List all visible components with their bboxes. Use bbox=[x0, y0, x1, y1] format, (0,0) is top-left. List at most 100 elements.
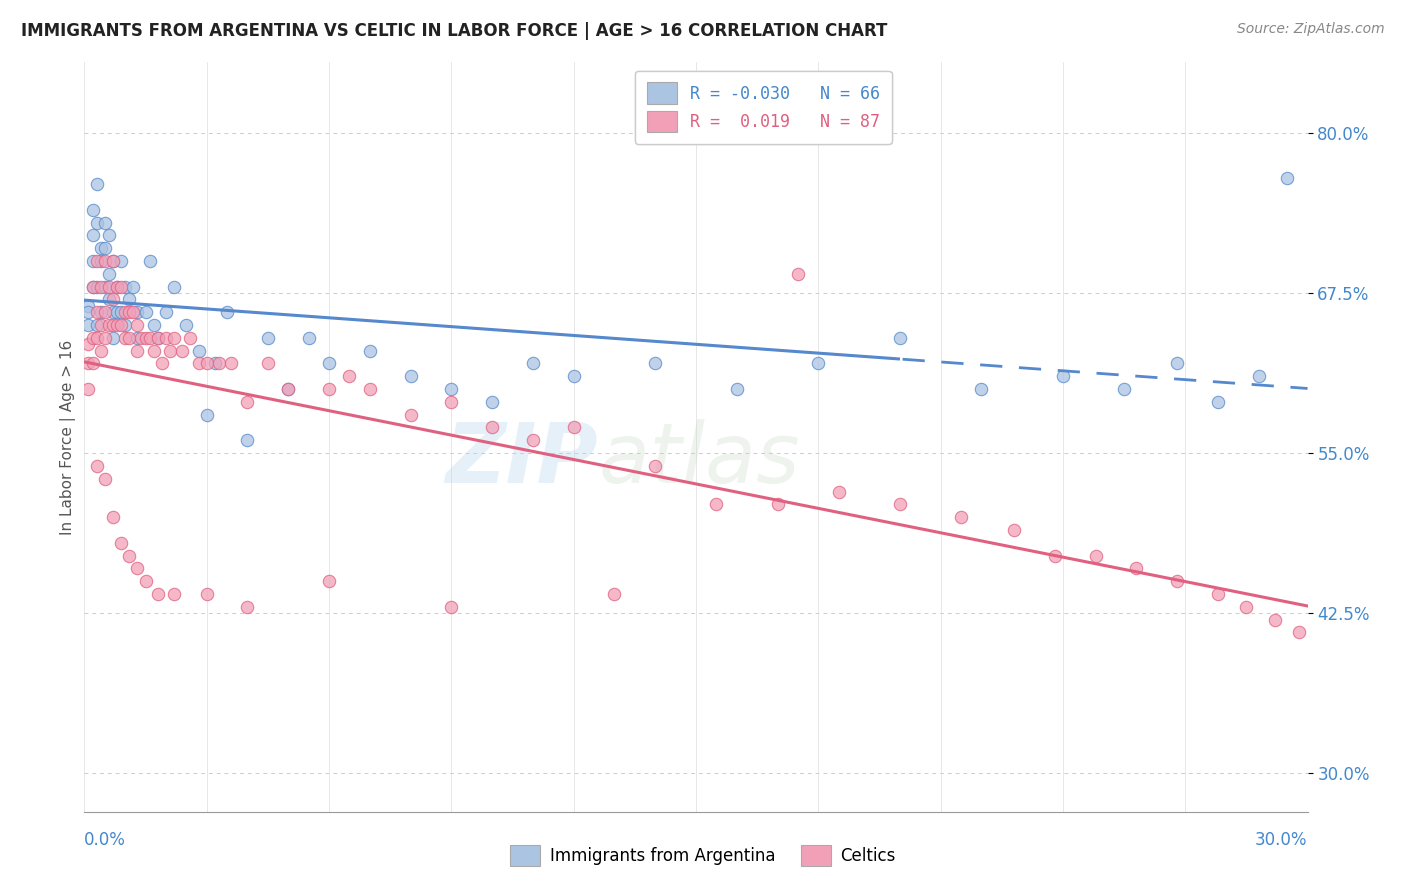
Point bbox=[93, 331, 115, 345]
Point bbox=[86, 254, 108, 268]
Point bbox=[146, 587, 169, 601]
Point bbox=[195, 408, 218, 422]
Point bbox=[131, 331, 153, 345]
Point bbox=[163, 587, 186, 601]
Point bbox=[828, 484, 851, 499]
Point bbox=[187, 343, 209, 358]
Point bbox=[142, 343, 165, 358]
Point bbox=[481, 420, 503, 434]
Point bbox=[77, 318, 100, 332]
Point bbox=[77, 337, 100, 351]
Point bbox=[122, 279, 145, 293]
Point bbox=[90, 318, 112, 332]
Point bbox=[159, 343, 181, 358]
Point bbox=[195, 356, 218, 370]
Point bbox=[138, 254, 160, 268]
Point bbox=[135, 574, 157, 589]
Point bbox=[163, 279, 186, 293]
Point bbox=[1264, 613, 1286, 627]
Point bbox=[93, 241, 115, 255]
Point bbox=[86, 215, 108, 229]
Point bbox=[150, 356, 173, 370]
Point bbox=[82, 228, 104, 243]
Point bbox=[1277, 170, 1299, 185]
Point bbox=[1043, 549, 1066, 563]
Point bbox=[318, 382, 340, 396]
Point bbox=[110, 318, 132, 332]
Point bbox=[86, 318, 108, 332]
Point bbox=[105, 279, 128, 293]
Y-axis label: In Labor Force | Age > 16: In Labor Force | Age > 16 bbox=[60, 340, 76, 534]
Point bbox=[950, 510, 973, 524]
Point bbox=[86, 458, 108, 473]
Point bbox=[399, 369, 422, 384]
Text: IMMIGRANTS FROM ARGENTINA VS CELTIC IN LABOR FORCE | AGE > 16 CORRELATION CHART: IMMIGRANTS FROM ARGENTINA VS CELTIC IN L… bbox=[21, 22, 887, 40]
Point bbox=[236, 395, 259, 409]
Point bbox=[93, 254, 115, 268]
Point bbox=[187, 356, 209, 370]
Point bbox=[110, 254, 132, 268]
Point bbox=[77, 382, 100, 396]
Point bbox=[114, 331, 136, 345]
Point bbox=[1288, 625, 1310, 640]
Point bbox=[97, 318, 120, 332]
Point bbox=[339, 369, 361, 384]
Legend: R = -0.030   N = 66, R =  0.019   N = 87: R = -0.030 N = 66, R = 0.019 N = 87 bbox=[636, 70, 891, 144]
Point bbox=[562, 369, 585, 384]
Point bbox=[163, 331, 186, 345]
Point bbox=[1236, 599, 1258, 614]
Point bbox=[766, 497, 789, 511]
Point bbox=[318, 356, 340, 370]
Point bbox=[208, 356, 231, 370]
Legend: Immigrants from Argentina, Celtics: Immigrants from Argentina, Celtics bbox=[502, 837, 904, 875]
Point bbox=[440, 382, 463, 396]
Point bbox=[1084, 549, 1107, 563]
Point bbox=[1166, 574, 1188, 589]
Point bbox=[522, 434, 544, 448]
Point bbox=[110, 305, 132, 319]
Point bbox=[318, 574, 340, 589]
Point bbox=[93, 215, 115, 229]
Point bbox=[1206, 395, 1229, 409]
Point bbox=[725, 382, 748, 396]
Point bbox=[127, 331, 149, 345]
Point bbox=[101, 254, 124, 268]
Point bbox=[787, 267, 810, 281]
Point bbox=[277, 382, 299, 396]
Point bbox=[82, 279, 104, 293]
Point bbox=[105, 279, 128, 293]
Point bbox=[179, 331, 201, 345]
Point bbox=[101, 331, 124, 345]
Point bbox=[217, 305, 239, 319]
Point bbox=[481, 395, 503, 409]
Point bbox=[195, 587, 218, 601]
Point bbox=[77, 299, 100, 313]
Point bbox=[86, 331, 108, 345]
Point bbox=[1125, 561, 1147, 575]
Point bbox=[118, 331, 141, 345]
Point bbox=[257, 356, 280, 370]
Point bbox=[359, 343, 381, 358]
Point bbox=[97, 228, 120, 243]
Point bbox=[1114, 382, 1136, 396]
Point bbox=[219, 356, 242, 370]
Point bbox=[122, 305, 145, 319]
Point bbox=[1002, 523, 1025, 537]
Point bbox=[93, 472, 115, 486]
Point bbox=[101, 254, 124, 268]
Point bbox=[440, 599, 463, 614]
Point bbox=[706, 497, 728, 511]
Point bbox=[146, 331, 169, 345]
Point bbox=[97, 267, 120, 281]
Text: atlas: atlas bbox=[598, 419, 800, 500]
Point bbox=[101, 293, 124, 307]
Point bbox=[277, 382, 299, 396]
Point bbox=[204, 356, 226, 370]
Point bbox=[138, 331, 160, 345]
Point bbox=[105, 305, 128, 319]
Point bbox=[440, 395, 463, 409]
Point bbox=[118, 293, 141, 307]
Text: ZIP: ZIP bbox=[446, 419, 598, 500]
Text: 0.0%: 0.0% bbox=[84, 831, 127, 849]
Point bbox=[101, 318, 124, 332]
